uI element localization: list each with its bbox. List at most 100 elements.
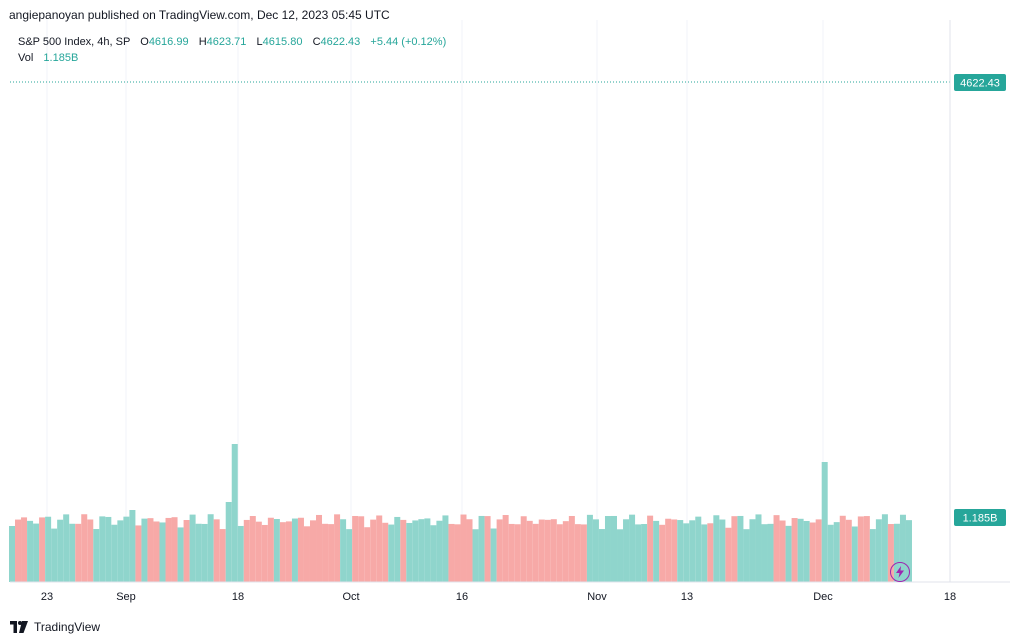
volume-bar — [550, 519, 557, 582]
volume-bar — [815, 519, 822, 582]
volume-bar — [749, 519, 756, 582]
volume-bar — [785, 525, 792, 582]
volume-bar — [117, 520, 124, 582]
volume-bar — [695, 516, 702, 582]
x-tick-label: 18 — [232, 591, 244, 603]
volume-bar — [15, 519, 22, 582]
volume-bar — [598, 529, 605, 582]
volume-bar — [869, 529, 876, 582]
volume-bar — [827, 524, 834, 582]
volume-bar — [617, 529, 624, 582]
volume-bar — [484, 516, 491, 582]
volume-bar — [791, 518, 798, 582]
volume-bar — [821, 462, 828, 582]
volume-bar — [472, 529, 479, 582]
volume-bar — [189, 514, 196, 582]
volume-bar — [340, 519, 347, 582]
volume-value: 1.185B — [43, 52, 79, 64]
volume-bar — [165, 517, 172, 582]
volume-bar — [255, 521, 262, 582]
volume-bar — [635, 524, 642, 582]
time-axis: 23 Sep 18 Oct 16 Nov 13 Dec 18 — [41, 591, 956, 603]
low-value: 4615.80 — [262, 36, 303, 48]
volume-bar — [803, 520, 810, 582]
volume-bar — [448, 523, 455, 582]
volume-bar — [297, 517, 304, 582]
volume-bar — [659, 524, 666, 582]
volume-bar — [737, 515, 744, 582]
volume-bar — [243, 519, 250, 582]
volume-bar — [478, 515, 485, 582]
volume-bar — [562, 521, 569, 582]
x-tick-label: 16 — [456, 591, 468, 603]
volume-bar — [719, 519, 726, 582]
volume-bar — [273, 519, 280, 582]
footer-brand[interactable]: TradingView — [10, 620, 100, 634]
volume-bar — [707, 523, 714, 582]
volume-bar — [99, 516, 106, 582]
volume-bar — [147, 518, 154, 582]
volume-bar — [51, 528, 58, 582]
volume-bar — [27, 520, 34, 582]
volume-bar — [291, 518, 298, 582]
volume-bar — [249, 516, 256, 582]
volume-bar — [574, 524, 581, 582]
volume-bar — [604, 516, 611, 582]
volume-bar — [219, 529, 226, 582]
volume-bar — [743, 529, 750, 582]
volume-bar — [623, 519, 630, 582]
volume-bar — [647, 515, 654, 582]
open-value: 4616.99 — [148, 36, 189, 48]
volume-bar — [394, 516, 401, 582]
volume-bar — [171, 517, 178, 582]
volume-bar — [683, 523, 690, 582]
volume-bar — [677, 520, 684, 582]
volume-bar — [767, 523, 774, 582]
volume-bar — [153, 521, 160, 582]
low-label: L — [256, 36, 263, 48]
volume-bar — [665, 518, 672, 582]
volume-bar — [514, 524, 521, 582]
x-tick-label: Dec — [813, 591, 833, 603]
volume-bar — [592, 519, 599, 582]
volume-row: Vol 1.185B — [18, 50, 446, 66]
volume-bar — [87, 519, 94, 582]
symbol-label[interactable]: S&P 500 Index, 4h, SP — [18, 36, 131, 48]
last-price-badge: 4622.43 — [954, 74, 1006, 91]
x-tick-label: 13 — [681, 591, 693, 603]
x-tick-label: 18 — [944, 591, 956, 603]
volume-bar — [105, 516, 112, 582]
volume-bar — [303, 526, 310, 582]
change-value: +5.44 (+0.12%) — [370, 36, 447, 48]
volume-bar — [586, 514, 593, 582]
volume-bar — [893, 523, 900, 582]
volume-bar — [653, 520, 660, 582]
volume-bar — [129, 510, 136, 582]
volume-bar — [466, 519, 473, 582]
volume-bar — [267, 517, 274, 582]
volume-bar — [508, 523, 515, 582]
lightning-bolt-icon[interactable] — [890, 562, 910, 582]
volume-bar — [526, 520, 533, 582]
volume-bar — [797, 518, 804, 582]
volume-bar — [905, 520, 912, 582]
volume-bar — [490, 528, 497, 582]
volume-bar — [532, 523, 539, 582]
volume-bar — [839, 515, 846, 582]
volume-bar — [183, 520, 190, 582]
open-label: O — [140, 36, 149, 48]
volume-bar — [671, 519, 678, 582]
volume-bar — [442, 515, 449, 582]
volume-bar — [231, 444, 238, 582]
volume-bar — [69, 523, 76, 582]
publish-caption: angiepanoyan published on TradingView.co… — [9, 8, 390, 22]
volume-bar — [400, 519, 407, 582]
volume-bar — [322, 523, 329, 582]
volume-bar — [761, 524, 768, 582]
volume-bar — [21, 517, 28, 582]
ohlc-row: S&P 500 Index, 4h, SP O4616.99 H4623.71 … — [18, 34, 446, 50]
volume-bar — [346, 529, 353, 582]
volume-badge: 1.185B — [954, 509, 1006, 526]
volume-bar — [611, 515, 617, 582]
